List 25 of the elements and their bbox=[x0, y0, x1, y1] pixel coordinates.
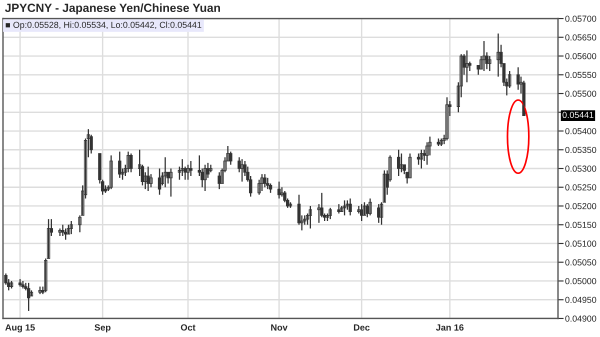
text: 0.05441 bbox=[562, 112, 594, 118]
x-tick-label: Aug 15 bbox=[5, 324, 35, 332]
y-tick-label: 0.05650 bbox=[565, 34, 596, 41]
chart-title: JPYCNY - Japanese Yen/Chinese Yuan bbox=[4, 3, 220, 14]
y-tick-label: 0.05100 bbox=[565, 240, 596, 247]
y-tick-label: 0.04950 bbox=[565, 296, 596, 303]
x-tick-label: Sep bbox=[94, 324, 111, 332]
y-tick-label: 0.05400 bbox=[565, 128, 596, 134]
y-tick-label: 0.05200 bbox=[565, 203, 596, 210]
y-tick-label: 0.05500 bbox=[565, 90, 596, 97]
y-tick-label: 0.04900 bbox=[565, 316, 596, 322]
chart-subtitle: ■ Op:0.05528, Hi:0.05534, Lo:0.05442, Cl:0.05441 bbox=[6, 22, 202, 30]
x-tick-label: Nov bbox=[271, 324, 288, 331]
y-tick-label: 0.05300 bbox=[565, 166, 596, 172]
y-tick-label: 0.05250 bbox=[565, 184, 596, 190]
y-tick-label: 0.05150 bbox=[565, 222, 596, 228]
x-tick-label: Dec bbox=[354, 324, 370, 331]
y-tick-label: 0.05050 bbox=[565, 259, 596, 266]
y-tick-label: 0.05550 bbox=[565, 72, 596, 78]
y-tick-label: 0.05000 bbox=[565, 278, 596, 284]
x-tick-label: Oct bbox=[180, 324, 196, 331]
y-tick-label: 0.05700 bbox=[565, 16, 596, 22]
x-tick-label: Jan 16 bbox=[436, 324, 464, 331]
y-tick-label: 0.05600 bbox=[565, 53, 596, 60]
y-tick-label: 0.05350 bbox=[565, 146, 596, 154]
